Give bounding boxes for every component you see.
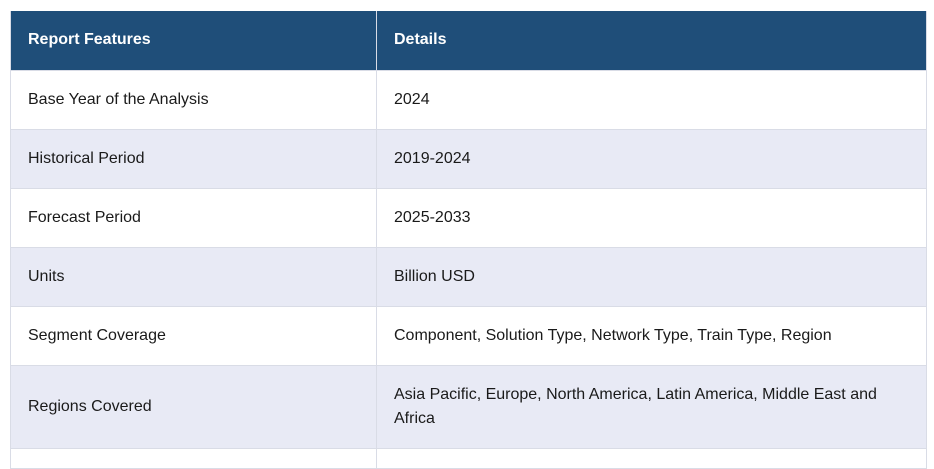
details-cell: 2025-2033 [376, 187, 927, 248]
table-header-row: Report Features Details [10, 11, 927, 71]
table-row: Units Billion USD [10, 246, 927, 307]
feature-cell: Units [10, 246, 377, 307]
table-row: Regions Covered Asia Pacific, Europe, No… [10, 364, 927, 449]
table-row-partial [10, 447, 927, 469]
feature-cell: Forecast Period [10, 187, 377, 248]
details-cell: Billion USD [376, 246, 927, 307]
column-header-details: Details [376, 11, 927, 71]
details-cell: Asia Pacific, Europe, North America, Lat… [376, 364, 927, 449]
column-header-report-features: Report Features [10, 11, 377, 71]
table-body: Base Year of the Analysis 2024 Historica… [10, 69, 927, 469]
details-cell: 2024 [376, 69, 927, 130]
report-features-table: Report Features Details Base Year of the… [10, 11, 927, 469]
details-cell: 2019-2024 [376, 128, 927, 189]
details-cell: Component, Solution Type, Network Type, … [376, 305, 927, 366]
feature-cell: Base Year of the Analysis [10, 69, 377, 130]
feature-cell: Regions Covered [10, 364, 377, 449]
table-row: Forecast Period 2025-2033 [10, 187, 927, 248]
table-header: Report Features Details [10, 11, 927, 71]
table-row: Segment Coverage Component, Solution Typ… [10, 305, 927, 366]
table-row: Historical Period 2019-2024 [10, 128, 927, 189]
details-cell-empty [376, 447, 927, 469]
table-row: Base Year of the Analysis 2024 [10, 69, 927, 130]
feature-cell: Segment Coverage [10, 305, 377, 366]
feature-cell: Historical Period [10, 128, 377, 189]
report-features-table-container: Report Features Details Base Year of the… [10, 11, 927, 469]
feature-cell-empty [10, 447, 377, 469]
